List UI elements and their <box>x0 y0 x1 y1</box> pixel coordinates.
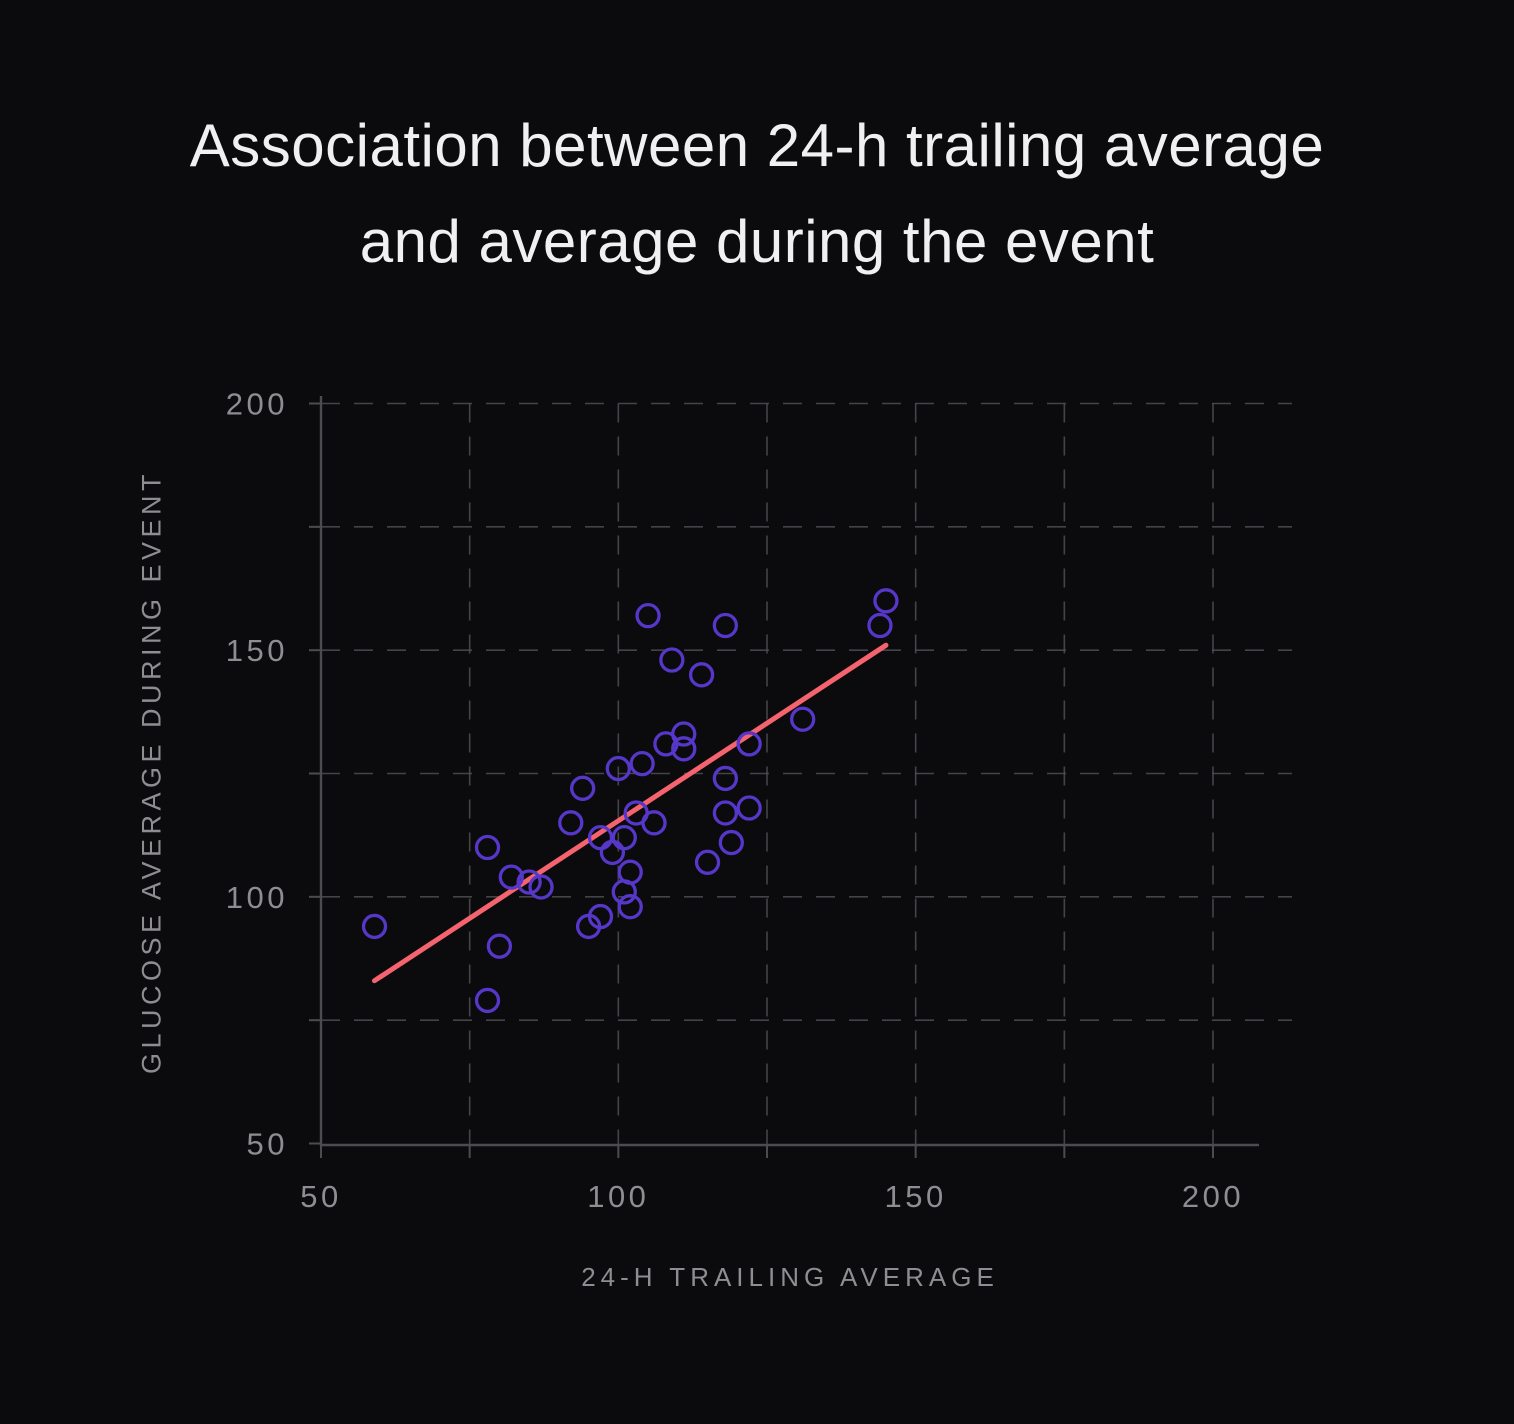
data-point <box>694 849 721 875</box>
data-point <box>712 765 739 792</box>
data-point <box>867 612 893 639</box>
data-point <box>611 879 637 905</box>
data-point <box>599 839 626 866</box>
data-point <box>528 874 554 900</box>
y-tick-label: 100 <box>226 880 288 915</box>
data-point <box>671 721 697 747</box>
data-point <box>570 775 596 801</box>
data-point <box>712 800 739 826</box>
data-point <box>873 588 899 614</box>
data-point <box>712 612 739 639</box>
data-point <box>587 903 614 930</box>
data-layer <box>361 588 899 1014</box>
data-point <box>688 662 715 688</box>
y-tick-label: 200 <box>226 387 288 422</box>
grid-layer <box>321 402 1292 1145</box>
data-point <box>718 829 744 856</box>
y-tick-label: 50 <box>247 1127 288 1162</box>
x-tick-label: 150 <box>885 1179 947 1214</box>
data-point <box>474 987 501 1014</box>
data-point <box>659 647 685 673</box>
data-point <box>611 824 637 851</box>
data-point <box>558 810 584 836</box>
data-point <box>617 894 643 920</box>
data-point <box>498 864 524 890</box>
data-point <box>486 933 513 959</box>
chart-title: Association between 24-h trailing averag… <box>189 112 1325 275</box>
data-point <box>790 706 816 732</box>
data-point <box>641 810 667 836</box>
data-point <box>736 795 762 821</box>
trend-line <box>372 642 889 984</box>
x-tick-label: 50 <box>300 1179 341 1214</box>
y-tick-label: 150 <box>226 633 288 668</box>
data-point <box>474 834 501 861</box>
x-axis-label: 24-H TRAILING AVERAGE <box>581 1262 999 1292</box>
data-point <box>635 602 661 629</box>
data-point <box>671 736 697 762</box>
axis-layer <box>309 396 1259 1158</box>
x-tick-label: 200 <box>1182 1179 1244 1214</box>
data-point <box>361 913 388 940</box>
data-point <box>736 731 762 757</box>
x-tick-label: 100 <box>587 1179 649 1214</box>
y-axis-label: GLUCOSE AVERAGE DURING EVENT <box>136 469 167 1075</box>
data-point <box>605 755 631 782</box>
tick-label-layer: 50 100 150 200 50 100 150 200 <box>226 387 1244 1214</box>
axis-frame <box>319 396 1259 1147</box>
data-point <box>629 750 655 777</box>
data-point <box>516 869 542 895</box>
